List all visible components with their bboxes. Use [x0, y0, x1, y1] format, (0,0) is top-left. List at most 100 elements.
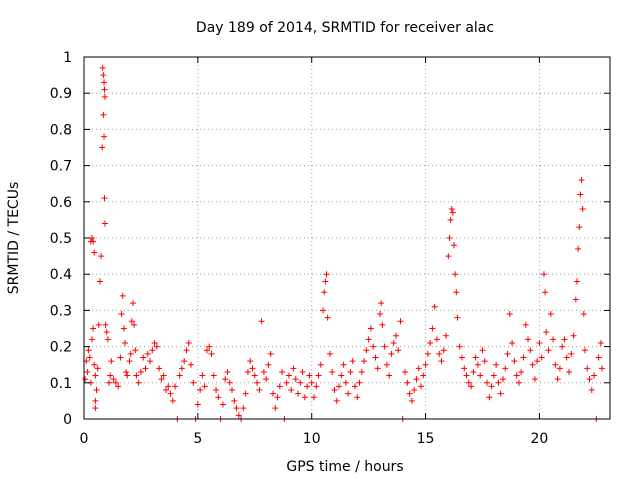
data-point [269, 390, 276, 397]
data-point [427, 339, 434, 346]
data-point [176, 372, 183, 379]
data-point [260, 368, 267, 375]
data-point [90, 238, 97, 245]
data-point [448, 206, 455, 213]
data-point [597, 339, 604, 346]
data-point [431, 303, 438, 310]
data-point [215, 394, 222, 401]
data-point [563, 354, 570, 361]
data-point [374, 365, 381, 372]
data-point [169, 397, 176, 404]
data-point [274, 394, 281, 401]
data-point [536, 339, 543, 346]
data-point [386, 372, 393, 379]
data-point [584, 365, 591, 372]
data-point [329, 368, 336, 375]
data-point [363, 347, 370, 354]
data-point [429, 325, 436, 332]
data-point [306, 372, 313, 379]
data-point [91, 361, 98, 368]
data-point [540, 271, 547, 278]
x-tick-label: 10 [303, 431, 321, 447]
data-point [534, 358, 541, 365]
data-point [576, 224, 583, 231]
data-point [279, 368, 286, 375]
data-point [133, 372, 140, 379]
data-point [578, 177, 585, 184]
data-point [229, 387, 236, 394]
data-point [233, 405, 240, 412]
data-point [566, 368, 573, 375]
data-point [338, 372, 345, 379]
data-point [497, 390, 504, 397]
data-point [135, 379, 142, 386]
data-point [568, 350, 575, 357]
data-point [454, 314, 461, 321]
y-tick-label: 0.3 [50, 303, 72, 319]
data-point [552, 361, 559, 368]
data-point [506, 311, 513, 318]
data-point [149, 347, 156, 354]
data-point [313, 383, 320, 390]
data-point [112, 379, 119, 386]
data-point [477, 372, 484, 379]
data-point [413, 376, 420, 383]
data-point [308, 379, 315, 386]
data-point [226, 379, 233, 386]
data-point [422, 361, 429, 368]
data-point [372, 354, 379, 361]
data-point [210, 372, 217, 379]
data-point [340, 361, 347, 368]
data-point [213, 387, 220, 394]
x-tick-label: 15 [417, 431, 435, 447]
y-tick-label: 0.1 [50, 376, 72, 392]
data-point [144, 350, 151, 357]
data-point [265, 361, 272, 368]
data-point [404, 379, 411, 386]
data-point [93, 387, 100, 394]
data-point [99, 64, 106, 71]
data-point [101, 93, 108, 100]
data-point [515, 379, 522, 386]
data-point [120, 325, 127, 332]
data-point [107, 372, 114, 379]
data-point [490, 372, 497, 379]
data-point [326, 350, 333, 357]
data-point [588, 387, 595, 394]
data-point [379, 321, 386, 328]
data-point [242, 390, 249, 397]
data-point [290, 365, 297, 372]
y-tick-label: 0.4 [50, 267, 72, 283]
data-point [474, 361, 481, 368]
data-point [240, 405, 247, 412]
data-point [224, 368, 231, 375]
data-point [395, 347, 402, 354]
data-point [181, 358, 188, 365]
data-point [333, 397, 340, 404]
y-axis-label: SRMTID / TECUs [6, 182, 22, 295]
data-point [573, 278, 580, 285]
data-point [117, 354, 124, 361]
data-point [402, 368, 409, 375]
data-point [447, 216, 454, 223]
data-point [165, 383, 172, 390]
data-point [304, 383, 311, 390]
data-point [354, 394, 361, 401]
data-point [310, 394, 317, 401]
data-point [581, 347, 588, 354]
data-point [453, 289, 460, 296]
data-point [438, 358, 445, 365]
data-point [446, 235, 453, 241]
data-point [424, 350, 431, 357]
data-point [288, 387, 295, 394]
data-point [390, 339, 397, 346]
data-point [356, 379, 363, 386]
data-point [315, 372, 322, 379]
data-point [151, 339, 158, 346]
data-point [463, 372, 470, 379]
data-point [276, 383, 283, 390]
data-point [100, 72, 107, 79]
x-tick-label: 5 [193, 431, 202, 447]
data-point [522, 321, 529, 328]
data-point [251, 372, 258, 379]
